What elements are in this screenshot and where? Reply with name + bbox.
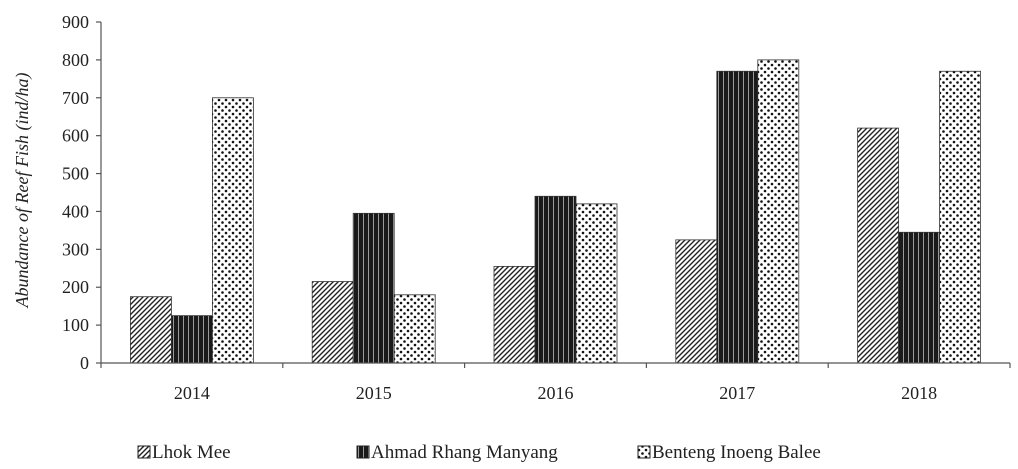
bar-benteng-inoeng-balee-2018 xyxy=(939,70,981,364)
bars-group xyxy=(129,59,981,364)
legend: Lhok Mee Ahmad Rhang Manyang Benteng Inoen… xyxy=(137,442,821,463)
y-tick-label: 100 xyxy=(62,315,89,335)
x-tick-label: 2018 xyxy=(901,383,937,403)
y-tick-label: 900 xyxy=(62,12,89,32)
legend-label: Benteng Inoeng Balee xyxy=(652,442,821,463)
y-tick-label: 400 xyxy=(62,201,89,221)
x-tick-label: 2016 xyxy=(538,383,574,403)
x-tick-label: 2014 xyxy=(174,383,210,403)
bar-ahmad-rhang-manyang-2015 xyxy=(352,212,395,364)
bar-ahmad-rhang-manyang-2014 xyxy=(170,315,213,364)
bar-benteng-inoeng-balee-2016 xyxy=(575,203,618,364)
x-tick-label: 2015 xyxy=(356,383,392,403)
bar-ahmad-rhang-manyang-2016 xyxy=(534,195,577,364)
bar-ahmad-rhang-manyang-2017 xyxy=(716,70,759,364)
y-tick-label: 700 xyxy=(62,88,89,108)
y-axis-title: Abundance of Reef Fish (ind/ha) xyxy=(12,73,33,309)
y-tick-label: 0 xyxy=(80,353,89,373)
bar-lhok-mee-2015 xyxy=(311,281,354,364)
bar-benteng-inoeng-balee-2017 xyxy=(757,59,800,364)
legend-label: Ahmad Rhang Manyang xyxy=(371,442,558,463)
bar-benteng-inoeng-balee-2015 xyxy=(393,294,436,364)
y-tick-label: 600 xyxy=(62,126,89,146)
y-tick-label: 200 xyxy=(62,277,89,297)
y-tick-label: 800 xyxy=(62,50,89,70)
y-axis: 0 100 200 300 400 500 600 700 800 900 xyxy=(62,12,102,373)
legend-swatch xyxy=(356,445,370,459)
x-axis: 2014 2015 2016 2017 2018 xyxy=(100,362,1011,403)
legend-swatch xyxy=(137,445,151,459)
bar-benteng-inoeng-balee-2014 xyxy=(211,97,254,364)
bar-lhok-mee-2018 xyxy=(857,127,899,364)
bar-lhok-mee-2016 xyxy=(493,265,536,364)
bar-lhok-mee-2017 xyxy=(675,239,718,364)
legend-swatch xyxy=(637,445,651,459)
x-tick-label: 2017 xyxy=(719,383,755,403)
bar-ahmad-rhang-manyang-2018 xyxy=(898,231,940,364)
legend-label: Lhok Mee xyxy=(152,442,231,463)
y-tick-label: 500 xyxy=(62,164,89,184)
y-tick-label: 300 xyxy=(62,239,89,259)
bar-lhok-mee-2014 xyxy=(129,296,172,364)
